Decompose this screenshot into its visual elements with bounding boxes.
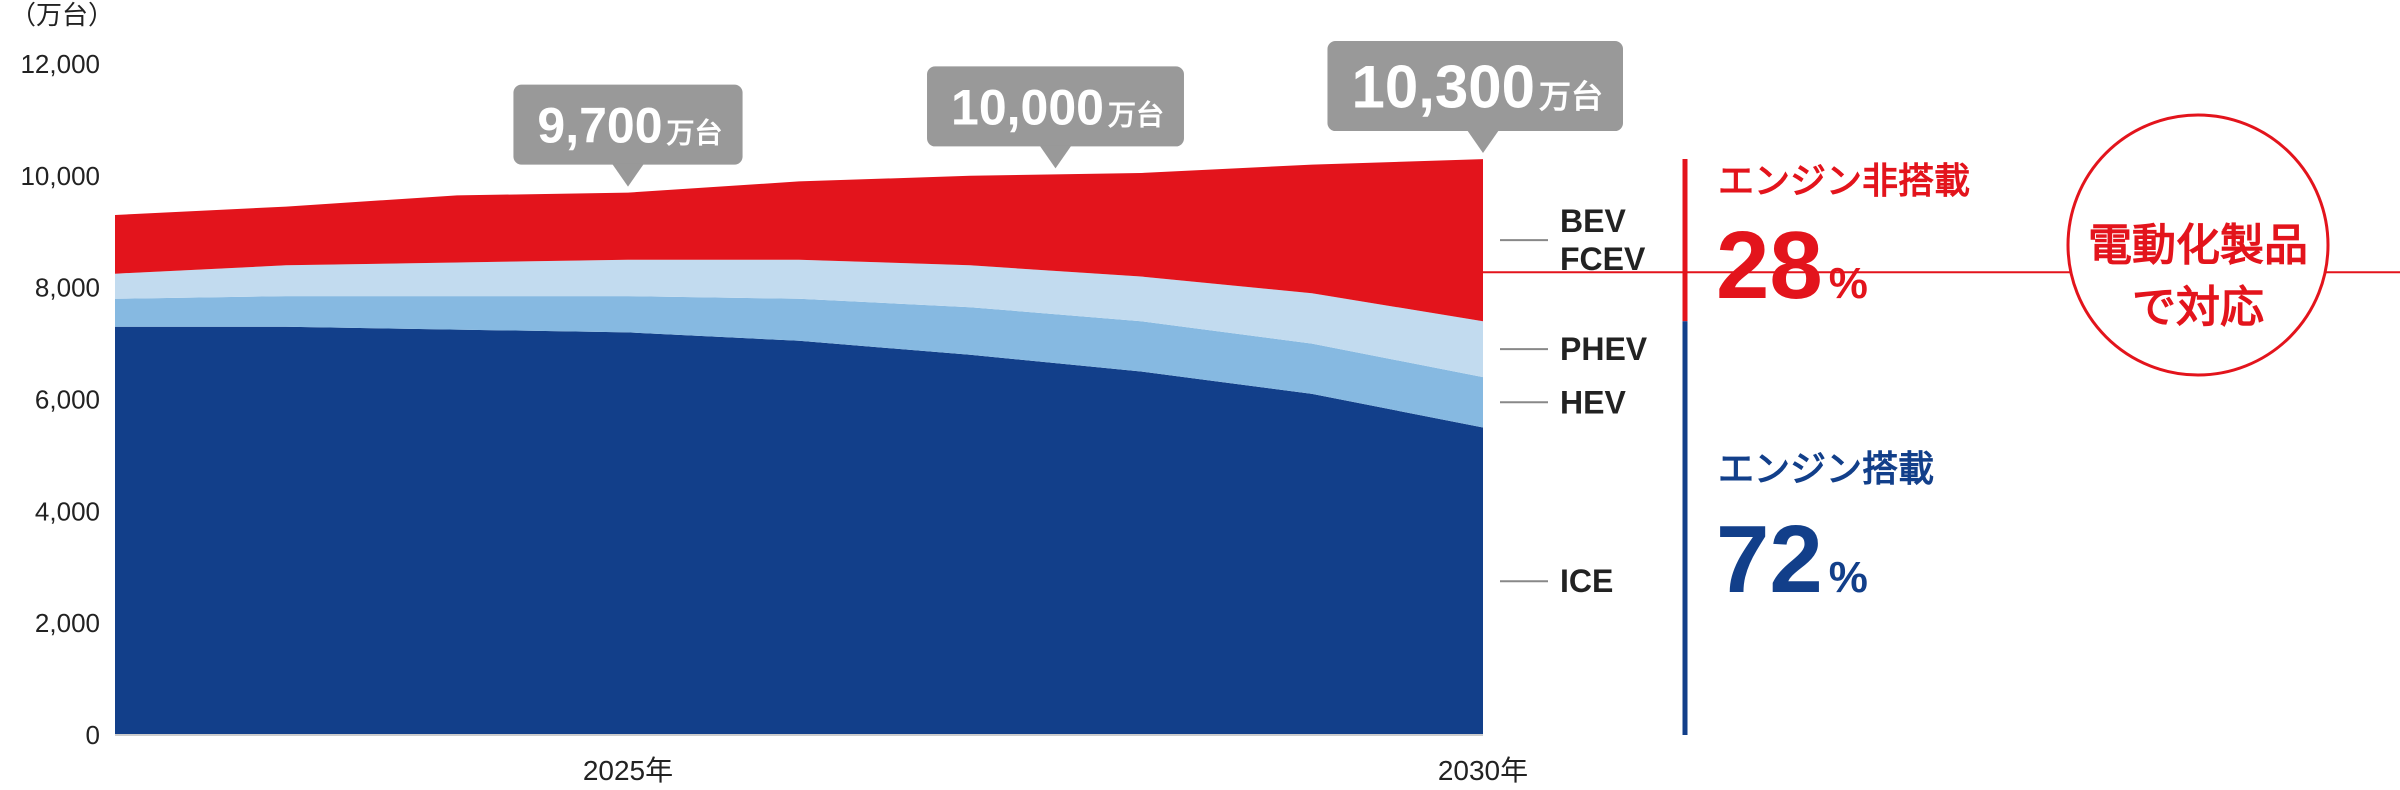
area-ice bbox=[115, 326, 1483, 735]
y-tick-label: 12,000 bbox=[20, 49, 100, 79]
circle-text-line-1: 電動化製品 bbox=[2088, 220, 2308, 271]
series-label: ICE bbox=[1560, 563, 1613, 599]
callout-box bbox=[1327, 41, 1623, 132]
callout-unit: 万台 bbox=[667, 117, 723, 150]
y-axis-ticks: 0 2,000 4,000 6,000 8,000 10,000 12,000 bbox=[20, 49, 100, 750]
y-tick-label: 2,000 bbox=[35, 608, 100, 638]
share-percent: 72% bbox=[1716, 506, 1868, 613]
share-title: エンジン非搭載 bbox=[1718, 161, 1970, 202]
callout-text: 10,000 万台 bbox=[951, 79, 1164, 135]
callout-text: 10,300 万台 bbox=[1351, 54, 1603, 121]
callout-box bbox=[927, 66, 1184, 147]
circle-text-line-2: で対応 bbox=[2132, 282, 2264, 333]
y-tick-label: 6,000 bbox=[35, 385, 100, 415]
area-series bbox=[115, 159, 1483, 736]
callout-unit: 万台 bbox=[1108, 98, 1164, 131]
share-percent-unit: % bbox=[1829, 553, 1868, 602]
callout-2: 10,300 万台 bbox=[1327, 41, 1623, 154]
y-tick-label: 10,000 bbox=[20, 161, 100, 191]
callout-box bbox=[513, 84, 743, 165]
share-percent: 28% bbox=[1716, 212, 1868, 319]
series-label: PHEV bbox=[1560, 331, 1648, 367]
circle-outline bbox=[2066, 113, 2330, 377]
area-hev bbox=[115, 296, 1483, 428]
callout-unit: 万台 bbox=[1539, 78, 1603, 116]
x-axis-ticks: 2025年 2030年 bbox=[583, 755, 1528, 786]
share-percent-unit: % bbox=[1829, 259, 1868, 308]
x-tick-label: 2030年 bbox=[1438, 755, 1528, 786]
share-percent-value: 72 bbox=[1716, 506, 1823, 613]
callout-1: 10,000 万台 bbox=[927, 66, 1184, 169]
callout-value: 9,700 bbox=[537, 98, 662, 154]
callout-pointer bbox=[1467, 130, 1499, 154]
area-phev bbox=[115, 259, 1483, 378]
callout-value: 10,300 bbox=[1351, 54, 1535, 121]
callout-value: 10,000 bbox=[951, 79, 1104, 135]
callout-text: 9,700 万台 bbox=[537, 98, 722, 154]
share-title: エンジン搭載 bbox=[1718, 449, 1934, 490]
callout-pointer bbox=[1039, 145, 1072, 169]
x-tick-label: 2025年 bbox=[583, 755, 673, 786]
share-percent-value: 28 bbox=[1716, 212, 1823, 319]
electrification-circle: 電動化製品 で対応 bbox=[2066, 113, 2330, 377]
series-label: BEV bbox=[1560, 203, 1626, 239]
series-label: FCEV bbox=[1560, 241, 1646, 277]
y-unit-label: （万台） bbox=[10, 0, 114, 30]
series-label: HEV bbox=[1560, 384, 1626, 420]
total-callouts: 9,700 万台 10,000 万台 10,300 万台 bbox=[513, 41, 1623, 187]
callout-0: 9,700 万台 bbox=[513, 84, 743, 187]
area-bev-fcev bbox=[115, 159, 1483, 322]
y-tick-label: 8,000 bbox=[35, 273, 100, 303]
callout-pointer bbox=[612, 163, 644, 187]
y-tick-label: 4,000 bbox=[35, 496, 100, 526]
y-tick-label: 0 bbox=[86, 720, 100, 750]
